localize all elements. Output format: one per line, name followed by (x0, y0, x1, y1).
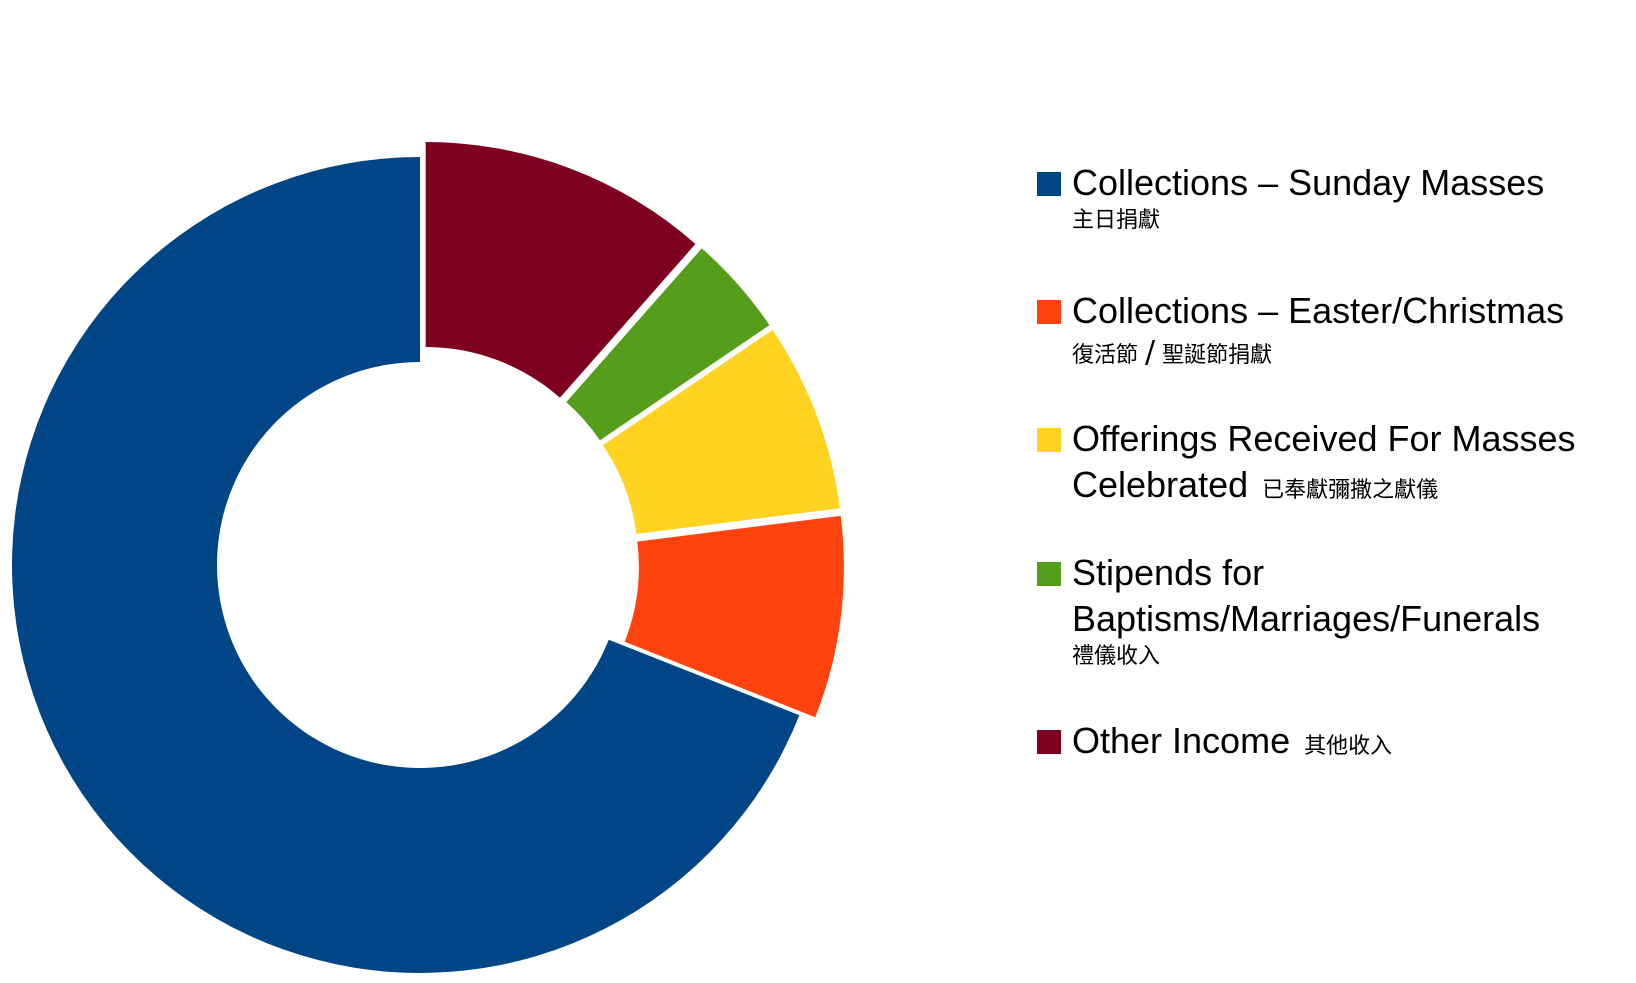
slice-stipends (566, 248, 770, 441)
legend-item-other-income: Other Income 其他收入 (1037, 718, 1632, 770)
legend-label-sunday-masses-zh: 主日捐獻 (1072, 208, 1161, 233)
legend-label-mass-offerings-celebrated: Celebrated (1072, 464, 1249, 505)
legend-label-stipends-line2: Baptisms/Marriages/Funerals (1072, 598, 1541, 639)
legend-swatch-other-income (1037, 730, 1061, 754)
legend-label-other-income-row: Other Income 其他收入 (1072, 718, 1632, 770)
legend-label-mass-offerings-line1: Offerings Received For Masses (1072, 418, 1576, 459)
legend-label-stipends-line1: Stipends for (1072, 552, 1265, 593)
legend-swatch-easter-christmas (1037, 300, 1061, 324)
slice-easter-christmas (624, 515, 844, 718)
legend-item-mass-offerings: Offerings Received For Masses Celebrated… (1037, 416, 1632, 550)
slice-sunday-masses (12, 157, 800, 974)
legend-label-other-income-zh: 其他收入 (1304, 734, 1393, 759)
slice-other-income (425, 142, 696, 398)
legend-label-mass-offerings-zh: 已奉獻彌撒之獻儀 (1262, 478, 1439, 503)
legend-label-sunday-masses: Collections – Sunday Masses (1072, 162, 1545, 203)
legend-item-sunday-masses: Collections – Sunday Masses 主日捐獻 (1037, 160, 1632, 288)
legend: Collections – Sunday Masses 主日捐獻 Collect… (1037, 160, 1632, 770)
slice-mass-offerings (602, 330, 840, 534)
legend-label-other-income: Other Income (1072, 720, 1291, 761)
legend-item-easter-christmas: Collections – Easter/Christmas 復活節 / 聖誕節… (1037, 288, 1632, 416)
legend-label-easter-christmas: Collections – Easter/Christmas (1072, 290, 1565, 331)
legend-swatch-mass-offerings (1037, 428, 1061, 452)
legend-swatch-sunday-masses (1037, 172, 1061, 196)
legend-label-easter-zh: 復活節 (1072, 343, 1139, 368)
legend-label-easter-christmas-zh: 復活節 / 聖誕節捐獻 (1072, 338, 1632, 371)
legend-swatch-stipends (1037, 562, 1061, 586)
legend-label-christmas-zh: 聖誕節捐獻 (1162, 343, 1273, 368)
legend-label-mass-offerings-line2: Celebrated 已奉獻彌撒之獻儀 (1072, 462, 1632, 514)
legend-label-stipends-zh: 禮儀收入 (1072, 644, 1161, 669)
legend-label-slash: / (1145, 335, 1156, 370)
legend-item-stipends: Stipends for Baptisms/Marriages/Funerals… (1037, 550, 1632, 718)
